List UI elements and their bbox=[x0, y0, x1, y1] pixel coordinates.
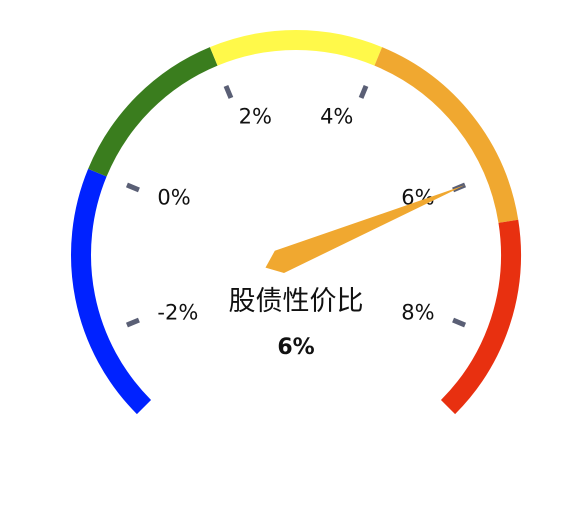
gauge-band-4 bbox=[440, 219, 521, 415]
gauge-band-1 bbox=[88, 47, 218, 177]
gauge-tick-mark-5 bbox=[452, 317, 467, 328]
gauge-pointer bbox=[265, 185, 466, 273]
gauge-tick-mark-2 bbox=[223, 84, 234, 99]
gauge-title: 股债性价比 bbox=[229, 286, 364, 317]
gauge-band-2 bbox=[209, 30, 383, 66]
gauge-tick-mark-3 bbox=[358, 84, 369, 99]
gauge-pointer-group bbox=[265, 185, 466, 273]
gauge-band-3 bbox=[374, 47, 519, 223]
gauge-tick-label-2: 2% bbox=[239, 104, 272, 128]
gauge-tick-label-0: -2% bbox=[157, 300, 198, 324]
gauge-tick-mark-1 bbox=[125, 182, 140, 193]
gauge-bands bbox=[71, 30, 521, 415]
gauge-tick-mark-0 bbox=[125, 317, 140, 328]
gauge-tick-label-1: 0% bbox=[157, 186, 190, 210]
gauge-value-label: 6% bbox=[277, 335, 314, 360]
gauge-band-0 bbox=[71, 168, 152, 415]
gauge-tick-label-3: 4% bbox=[320, 104, 353, 128]
gauge-tick-label-5: 8% bbox=[401, 300, 434, 324]
